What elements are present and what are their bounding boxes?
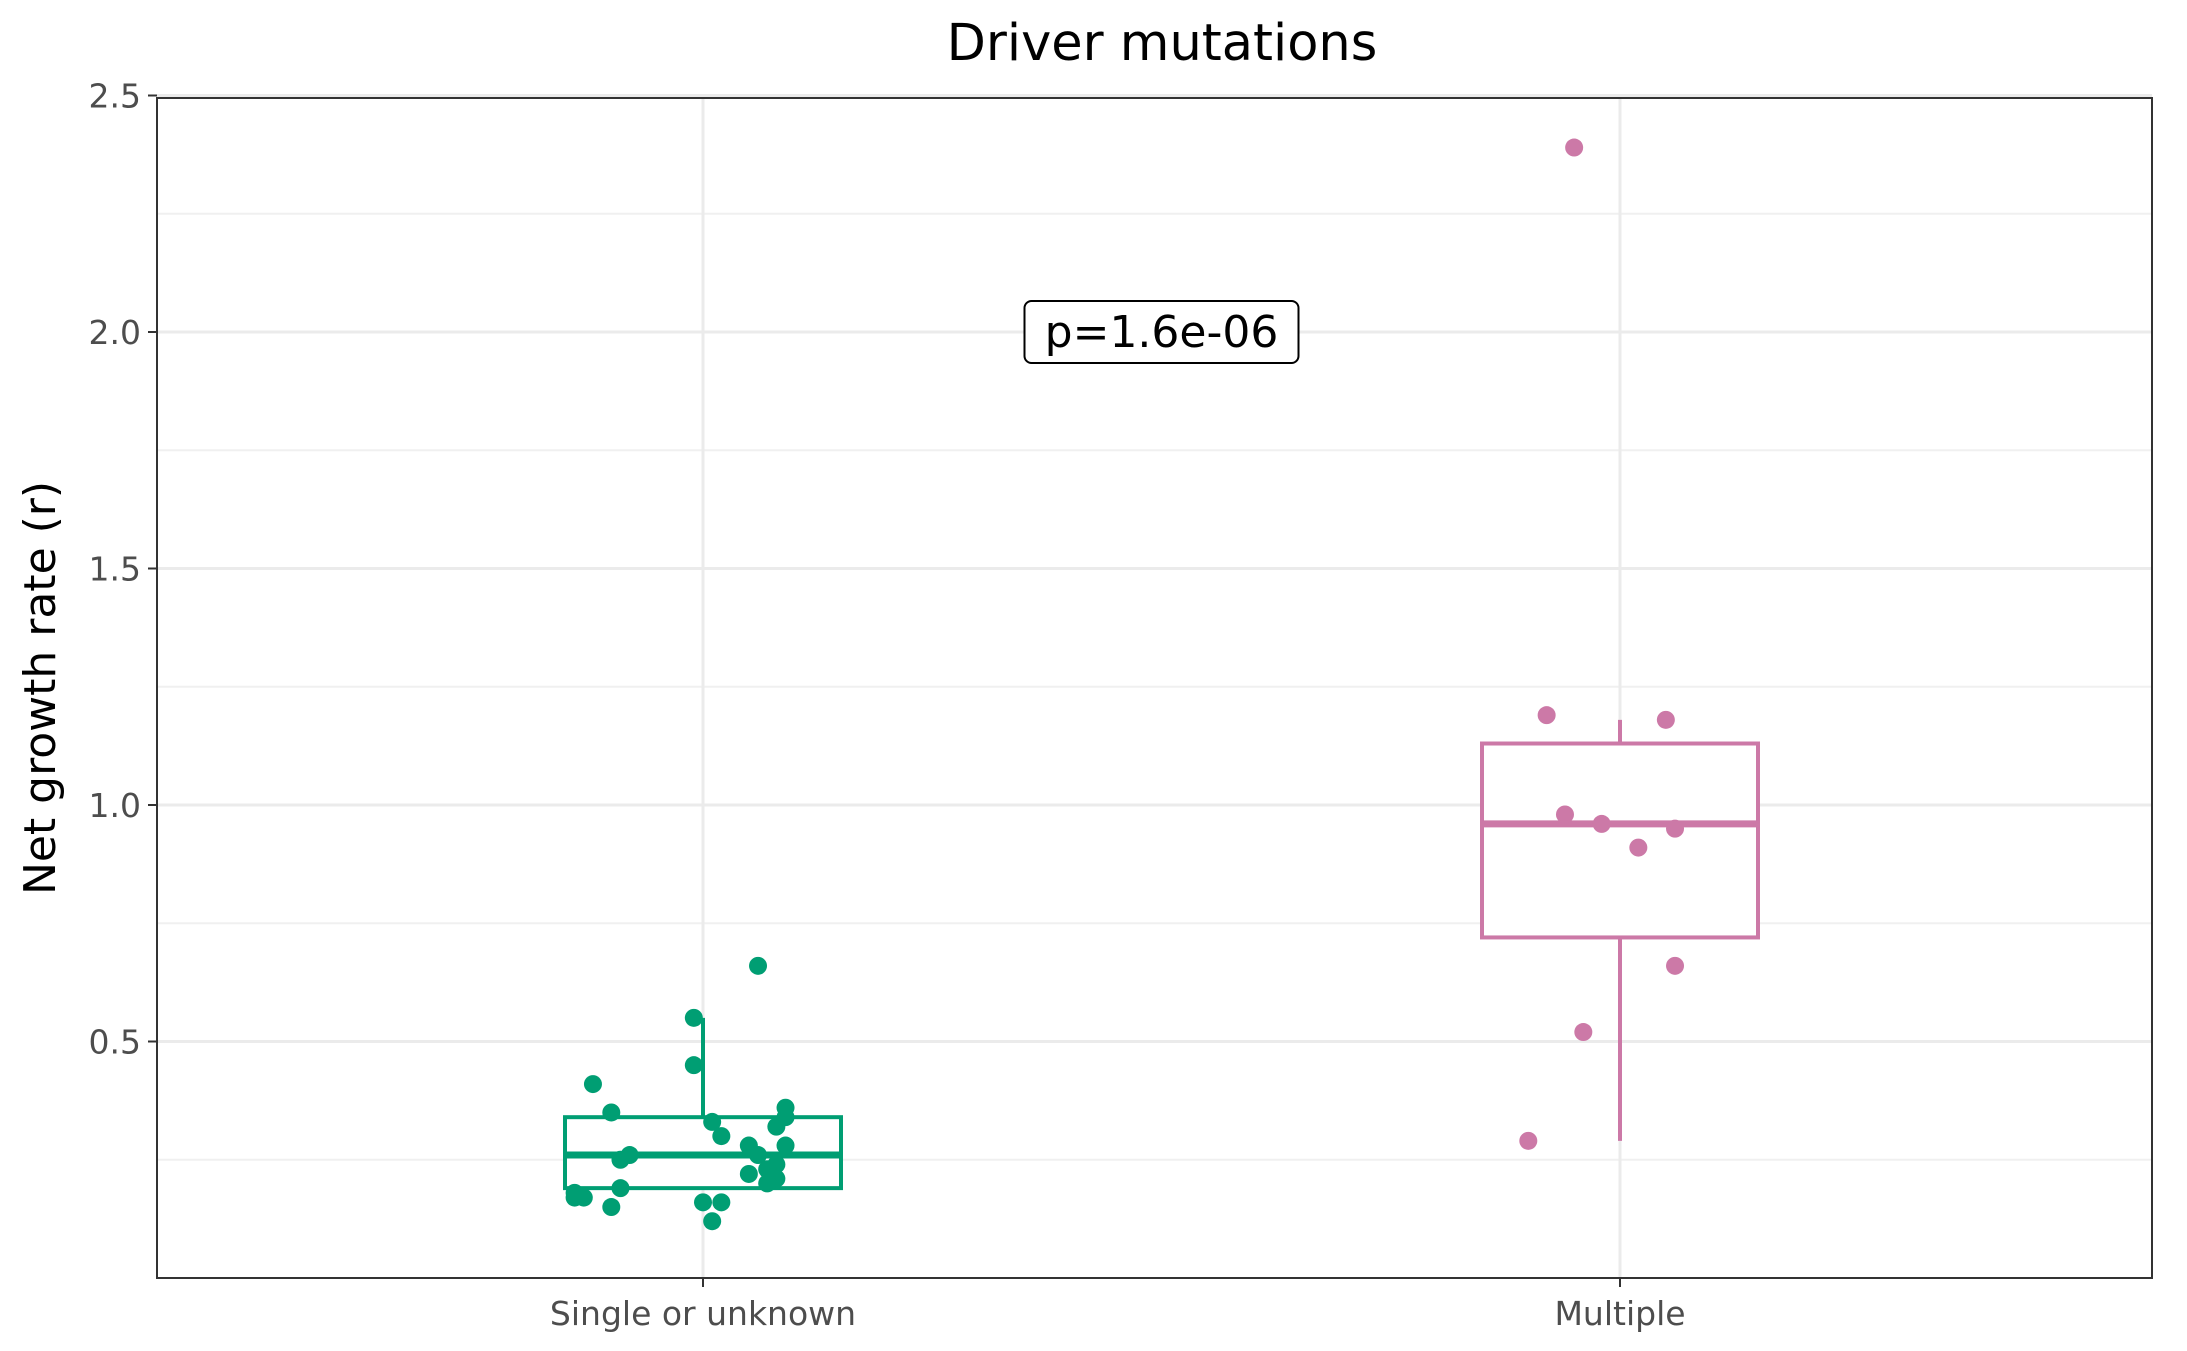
- y-tick-label: 2.0: [89, 313, 141, 352]
- data-point: [583, 1075, 602, 1094]
- data-point: [1565, 138, 1584, 157]
- p-value-label: p=1.6e-06: [1045, 307, 1279, 358]
- data-point: [739, 1164, 758, 1183]
- box-2: [1480, 719, 1760, 1141]
- plot-panel-border: [156, 97, 2153, 1279]
- data-point: [749, 956, 768, 975]
- data-point: [767, 1117, 786, 1136]
- axis-layer: 0.5 1.0 1.5 2.0 2.5 Single or unknown Multiple: [89, 77, 1686, 1334]
- data-point: [1629, 838, 1648, 857]
- data-point: [1666, 819, 1685, 838]
- y-axis-label: Net growth rate (r): [15, 481, 66, 895]
- data-point: [611, 1179, 630, 1198]
- data-point: [611, 1150, 630, 1169]
- y-tick-label: 0.5: [89, 1023, 141, 1062]
- data-point: [1666, 956, 1685, 975]
- data-point: [703, 1212, 722, 1231]
- annotation-layer: p=1.6e-06: [1023, 300, 1300, 364]
- data-point: [749, 1146, 768, 1165]
- data-point: [1574, 1023, 1593, 1042]
- data-point: [712, 1193, 731, 1212]
- p-value-box: [1023, 300, 1300, 364]
- data-point: [1555, 805, 1574, 824]
- data-point: [684, 1008, 703, 1027]
- y-tick-label: 1.5: [89, 550, 141, 589]
- chart-title: Driver mutations: [947, 14, 1378, 73]
- y-tick-label: 1.0: [89, 786, 141, 825]
- data-point: [703, 1112, 722, 1131]
- data-point: [1537, 706, 1556, 725]
- data-point: [574, 1188, 593, 1207]
- grid-lines: [157, 94, 2152, 1278]
- data-point: [1519, 1131, 1538, 1150]
- box-iqr: [1480, 741, 1760, 940]
- data-point: [758, 1174, 777, 1193]
- data-point: [684, 1056, 703, 1075]
- y-tick-label: 2.5: [89, 77, 141, 116]
- data-point: [694, 1193, 712, 1212]
- data-point: [602, 1103, 621, 1122]
- point-layer: [565, 138, 1685, 1231]
- x-tick-label: Multiple: [1554, 1294, 1685, 1333]
- data-point: [1656, 710, 1675, 729]
- data-point: [776, 1136, 795, 1155]
- box-layer: [563, 719, 1760, 1191]
- x-tick-label: Single or unknown: [550, 1294, 856, 1333]
- data-point: [1592, 814, 1611, 833]
- box-1: [563, 1017, 843, 1191]
- data-point: [602, 1198, 621, 1217]
- data-point: [712, 1127, 731, 1146]
